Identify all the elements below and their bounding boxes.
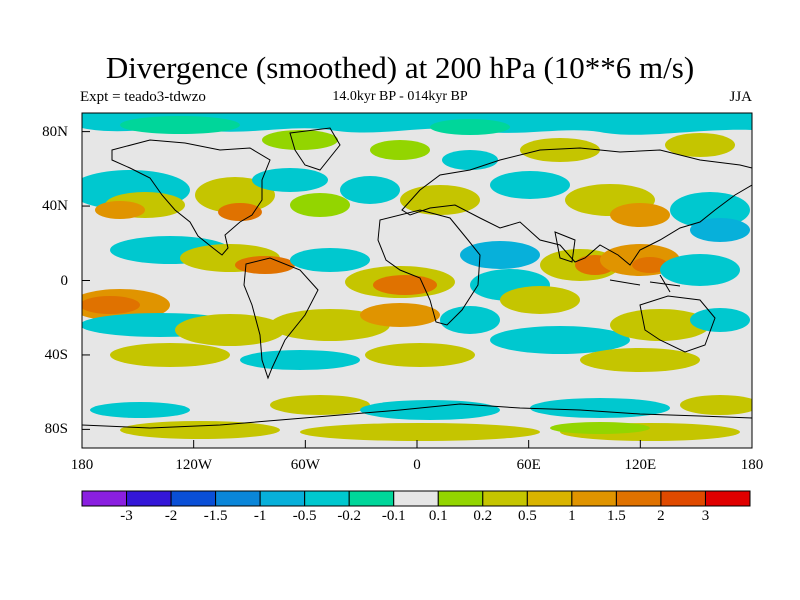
page-title: Divergence (smoothed) at 200 hPa (10**6 …	[105, 50, 695, 85]
lon-tick-label: 120E	[624, 457, 657, 473]
lat-tick-label: 0	[60, 272, 69, 289]
lon-tick-label: 0	[413, 457, 421, 473]
lon-tick-label: 180	[70, 457, 94, 473]
period-subtitle: 14.0kyr BP - 014kyr BP	[332, 89, 468, 104]
lat-tick-label: 80N	[42, 123, 68, 140]
colorbar-label: 0.5	[517, 508, 537, 524]
colorbar-label: -1	[253, 508, 267, 524]
lon-tick-label: 60W	[290, 457, 320, 473]
colorbar-label: -2	[164, 508, 178, 524]
axis-ticks	[81, 131, 753, 448]
lon-tick-label: 120W	[175, 457, 212, 473]
colorbar-label: 1.5	[607, 508, 626, 524]
field-patches	[82, 113, 752, 441]
lat-tick-label: 40S	[44, 346, 68, 363]
colorbar-label: -3	[120, 508, 133, 524]
colorbar-label: 2	[657, 508, 665, 524]
season-label: JJA	[729, 89, 752, 105]
coastlines	[82, 127, 752, 429]
colorbar-label: 3	[701, 508, 710, 524]
colorbar-label: 0.2	[473, 508, 493, 524]
lat-tick-label: 40N	[42, 198, 68, 215]
divergence-field	[82, 113, 752, 441]
colorbar-label: 0.1	[428, 508, 448, 524]
colorbar-label: 1	[568, 508, 576, 524]
colorbar-label: -0.2	[337, 508, 362, 524]
lon-tick-label: 60E	[516, 457, 541, 473]
lat-tick-label: 80S	[44, 421, 68, 438]
colorbar-label: -0.1	[381, 508, 406, 524]
experiment-label: Expt = teado3-tdwzo	[80, 89, 206, 105]
colorbar-label: -0.5	[292, 508, 317, 524]
colorbar-label: -1.5	[203, 508, 228, 524]
lon-tick-label: 180	[740, 457, 764, 473]
